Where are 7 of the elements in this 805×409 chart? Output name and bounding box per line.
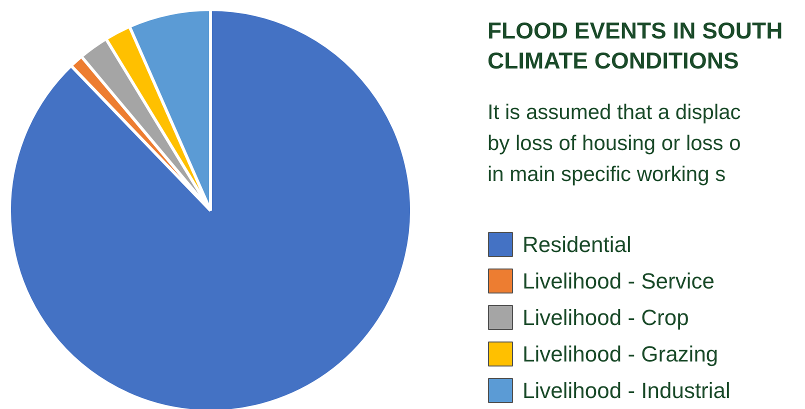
text: FLOOD EVENTS IN SOUTH CLIMATE CONDITIONS [488,18,783,74]
legend-label: Livelihood - Crop [522,305,689,330]
legend-label: Livelihood - Service [522,268,714,294]
legend-label: Livelihood - Grazing [522,342,718,366]
text: It is assumed that a displac by loss of housing or loss o in main specific working s [488,101,741,186]
legend-label: Residential [522,232,632,257]
legend-label: Livelihood - Industrial [522,378,730,403]
